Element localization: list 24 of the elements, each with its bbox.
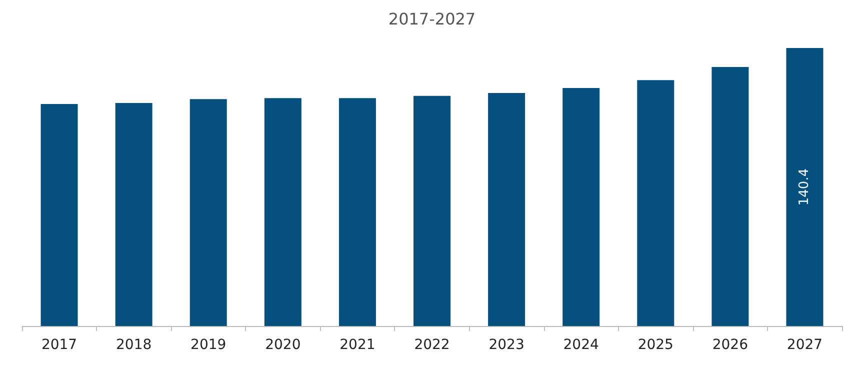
x-tick-label: 2024: [563, 337, 599, 353]
x-tick-label: 2018: [116, 337, 152, 353]
x-tick-label: 2019: [190, 337, 226, 353]
x-tick-label: 2022: [414, 337, 450, 353]
x-tick-label: 2027: [786, 337, 823, 353]
x-tick-label: 2025: [638, 337, 674, 353]
x-tick-label: 2020: [265, 337, 301, 353]
bar: [338, 98, 376, 326]
x-tick-label: 2017: [41, 337, 78, 353]
bar: [414, 96, 450, 326]
bar: [488, 92, 526, 326]
bar: [264, 98, 302, 326]
x-tick-label: 2021: [340, 337, 376, 353]
bar: [190, 99, 227, 326]
bar: [637, 80, 674, 326]
x-tick-label: 2026: [712, 337, 748, 353]
bar: [115, 103, 152, 326]
bar: [40, 104, 78, 326]
bar: [562, 88, 600, 326]
bar: [786, 48, 824, 326]
chart-title: 2017-2027: [388, 10, 476, 28]
data-label: 140.4: [797, 168, 812, 206]
bar: [712, 67, 749, 326]
x-tick-label: 2023: [488, 337, 524, 353]
